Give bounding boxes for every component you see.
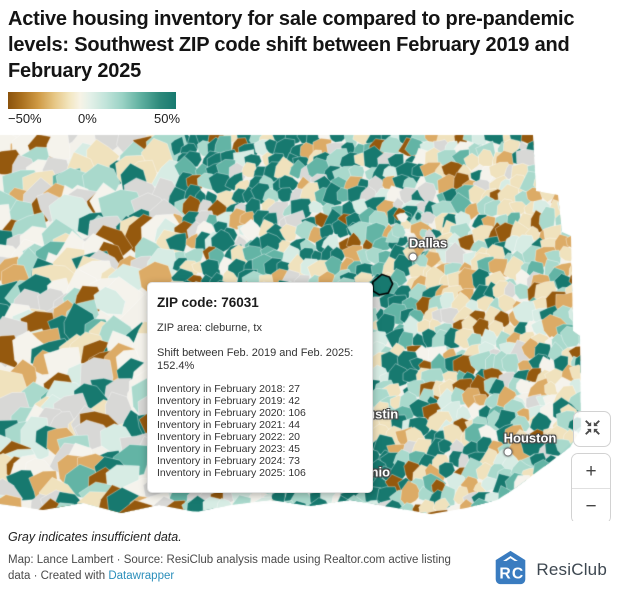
credit-text: Map: Lance Lambert · Source: ResiClub an… — [8, 554, 451, 583]
color-scale-labels: −50% 0% 50% — [8, 111, 198, 127]
fit-bounds-icon — [583, 418, 602, 440]
color-scale-gradient — [8, 92, 176, 109]
tooltip-inventory-2018: Inventory in February 2018: 27 — [157, 383, 301, 395]
tooltip-inventory-2020: Inventory in February 2020: 106 — [157, 407, 306, 419]
svg-text:C: C — [512, 566, 523, 583]
attribution-line: Map: Lance Lambert · Source: ResiClub an… — [8, 552, 468, 584]
tooltip-shift-value: Shift between Feb. 2019 and Feb. 2025: 1… — [157, 347, 354, 372]
choropleth-map[interactable]: Dallas Austin Houston San Antonio ZIP co… — [0, 133, 617, 521]
tooltip-inventory-2019: Inventory in February 2019: 42 — [157, 395, 301, 407]
legend-max-label: 50% — [154, 111, 181, 126]
resiclub-brand-name: ResiClub — [536, 560, 607, 579]
tooltip-inventory-2024: Inventory in February 2024: 73 — [157, 455, 301, 467]
legend-zero-label: 0% — [78, 111, 97, 126]
city-label-houston: Houston — [503, 430, 557, 446]
dallas-city-dot — [408, 252, 418, 262]
legend-min-label: −50% — [8, 111, 42, 126]
datawrapper-link[interactable]: Datawrapper — [108, 570, 175, 583]
resiclub-logo-icon: R C — [492, 549, 529, 591]
zoom-out-button[interactable]: − — [572, 489, 610, 521]
zoom-in-button[interactable]: + — [572, 454, 610, 488]
zoom-controls: + − — [571, 453, 611, 521]
houston-city-dot — [503, 447, 513, 457]
zip-tooltip: ZIP code: 76031 ZIP area: cleburne, tx S… — [147, 282, 373, 493]
tooltip-inventory-2023: Inventory in February 2023: 45 — [157, 443, 301, 455]
gray-data-note: Gray indicates insufficient data. — [8, 530, 182, 544]
resiclub-brand: R C ResiClub — [492, 549, 607, 591]
tooltip-inventory-2025: Inventory in February 2025: 106 — [157, 467, 306, 479]
zoom-controls-divider — [572, 488, 610, 489]
svg-text:R: R — [500, 566, 512, 583]
page-title: Active housing inventory for sale compar… — [8, 8, 575, 82]
tooltip-inventory-2021: Inventory in February 2021: 44 — [157, 419, 301, 431]
tooltip-zip-area: ZIP area: cleburne, tx — [157, 322, 262, 334]
reset-view-button[interactable] — [573, 411, 611, 447]
tooltip-inventory-2022: Inventory in February 2022: 20 — [157, 431, 301, 443]
city-label-dallas: Dallas — [408, 235, 448, 251]
tooltip-zip-code: ZIP code: 76031 — [157, 295, 259, 310]
